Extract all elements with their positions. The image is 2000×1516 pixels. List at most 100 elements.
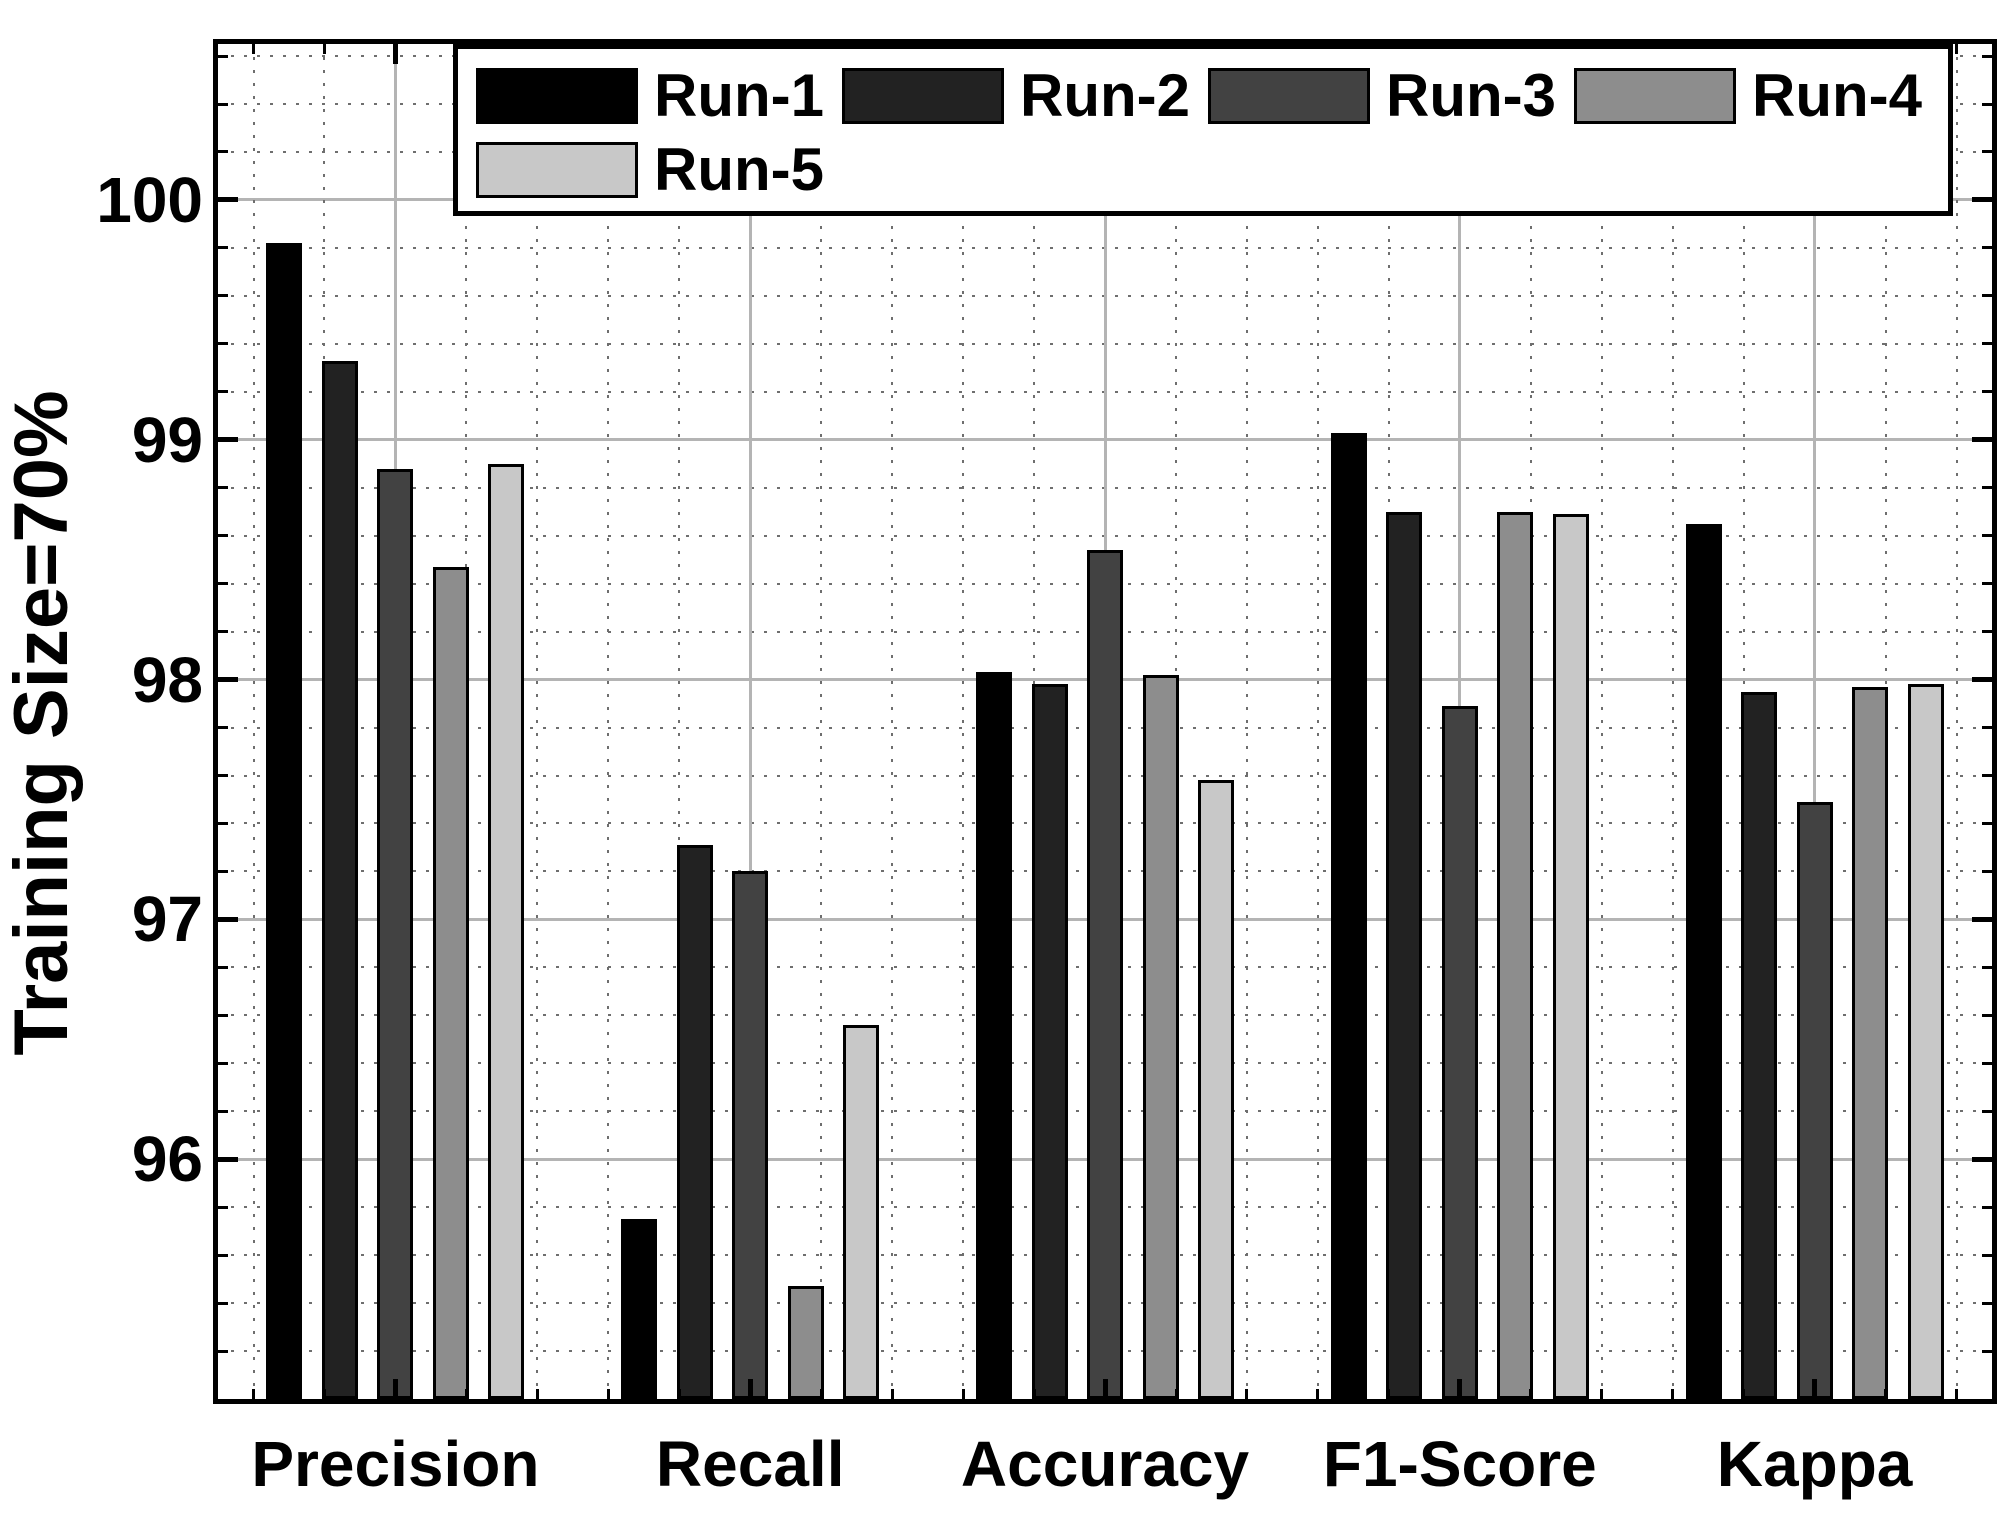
legend-label-run-2: Run-2 — [1020, 62, 1190, 129]
bar-run-3-kappa — [1796, 801, 1833, 1399]
x-minor-gridline — [820, 44, 823, 1399]
legend: Run-1 Run-2 Run-3 Run-4 Run-5 — [453, 44, 1953, 216]
x-minor-gridline — [1600, 44, 1603, 1399]
x-minortick-bottom — [677, 1389, 681, 1399]
bar-run-3-f1-score — [1441, 705, 1478, 1399]
x-minortick-bottom — [1032, 1389, 1036, 1399]
x-minor-gridline — [1245, 44, 1248, 1399]
bar-run-1-f1-score — [1330, 432, 1367, 1399]
legend-swatch-run-2 — [842, 68, 1004, 124]
bar-run-5-kappa — [1907, 684, 1944, 1399]
bar-run-2-accuracy — [1031, 684, 1068, 1399]
y-minortick-right — [1982, 150, 1992, 154]
x-label-accuracy: Accuracy — [960, 1428, 1250, 1500]
y-minortick-right — [1982, 1109, 1992, 1113]
x-major-gridline — [1813, 44, 1817, 1399]
y-minortick-right — [1982, 54, 1992, 58]
x-tick-bottom — [747, 1379, 753, 1399]
y-tick-right — [1972, 197, 1992, 203]
x-minortick-bottom — [606, 1389, 610, 1399]
legend-swatch-run-4 — [1574, 68, 1736, 124]
x-tick-bottom — [392, 1379, 398, 1399]
legend-item-run-2: Run-2 — [842, 66, 1208, 126]
bar-run-3-precision — [377, 468, 414, 1399]
x-label-precision: Precision — [251, 1428, 540, 1500]
y-minortick-left — [218, 486, 228, 490]
legend-item-run-5: Run-5 — [476, 140, 842, 200]
bar-run-4-recall — [787, 1286, 824, 1399]
y-minortick-left — [218, 246, 228, 250]
legend-item-run-3: Run-3 — [1208, 66, 1574, 126]
y-axis-title: Training Size=70% — [0, 390, 84, 1056]
y-tick-label-97: 97 — [131, 883, 203, 956]
y-minortick-right — [1982, 102, 1992, 106]
x-minortick-bottom — [890, 1389, 894, 1399]
legend-swatch-run-5 — [476, 142, 638, 198]
y-minortick-right — [1982, 246, 1992, 250]
x-minor-gridline — [252, 44, 255, 1399]
bar-run-5-accuracy — [1198, 780, 1234, 1399]
bar-run-1-kappa — [1685, 523, 1722, 1399]
bar-run-5-recall — [843, 1024, 880, 1399]
legend-item-run-4: Run-4 — [1574, 66, 1940, 126]
y-tick-left — [218, 197, 238, 203]
y-minortick-right — [1982, 1061, 1992, 1065]
bar-run-4-accuracy — [1142, 674, 1179, 1399]
x-minor-gridline — [678, 44, 681, 1399]
x-label-recall: Recall — [655, 1428, 845, 1500]
y-minortick-right — [1982, 1205, 1992, 1209]
bar-run-5-f1-score — [1552, 514, 1589, 1399]
y-minortick-left — [218, 1109, 228, 1113]
x-minortick-bottom — [535, 1389, 539, 1399]
y-minortick-right — [1982, 821, 1992, 825]
y-minortick-right — [1982, 342, 1992, 346]
legend-row-1: Run-1 Run-2 Run-3 Run-4 — [476, 59, 1948, 133]
y-minortick-right — [1982, 1253, 1992, 1257]
bar-run-2-f1-score — [1386, 511, 1423, 1399]
bar-run-2-precision — [321, 360, 358, 1399]
x-tick-bottom — [1102, 1379, 1108, 1399]
y-tick-left — [218, 916, 238, 922]
y-tick-right — [1972, 916, 1992, 922]
y-minortick-right — [1982, 965, 1992, 969]
x-minor-gridline — [962, 44, 965, 1399]
y-minortick-left — [218, 774, 228, 777]
x-minortick-bottom — [1529, 1389, 1533, 1399]
x-minortick-top — [1955, 44, 1958, 54]
x-minortick-bottom — [1742, 1389, 1746, 1399]
y-minortick-left — [218, 630, 228, 634]
y-minortick-right — [1982, 390, 1992, 394]
y-minortick-left — [218, 1253, 228, 1257]
y-minortick-right — [1982, 869, 1992, 873]
x-minor-gridline — [607, 44, 610, 1399]
y-minortick-left — [218, 965, 228, 969]
x-minortick-bottom — [1600, 1389, 1604, 1399]
legend-swatch-run-1 — [476, 68, 638, 124]
y-minortick-left — [218, 1013, 228, 1017]
x-minortick-bottom — [819, 1389, 823, 1399]
x-major-gridline — [748, 44, 752, 1399]
y-minortick-right — [1982, 486, 1992, 490]
y-tick-right — [1972, 1156, 1992, 1162]
bar-run-2-kappa — [1741, 691, 1778, 1399]
x-minor-gridline — [1316, 44, 1319, 1399]
bar-run-1-precision — [266, 243, 303, 1399]
y-tick-label-99: 99 — [131, 403, 203, 476]
bar-run-2-recall — [676, 845, 713, 1399]
y-minortick-left — [218, 390, 228, 394]
y-tick-left — [218, 437, 238, 443]
x-tick-top — [392, 44, 398, 64]
legend-label-run-5: Run-5 — [654, 136, 824, 203]
y-minortick-right — [1982, 1349, 1992, 1353]
y-minortick-left — [218, 821, 228, 825]
x-tick-bottom — [1812, 1379, 1818, 1399]
x-label-kappa: Kappa — [1716, 1428, 1913, 1500]
bar-run-3-accuracy — [1087, 550, 1123, 1399]
y-minortick-right — [1982, 1013, 1992, 1017]
y-minortick-left — [218, 342, 228, 346]
y-tick-right — [1972, 437, 1992, 443]
y-minortick-right — [1982, 726, 1992, 729]
y-minortick-left — [218, 1349, 228, 1353]
plot-inner — [218, 44, 1992, 1399]
